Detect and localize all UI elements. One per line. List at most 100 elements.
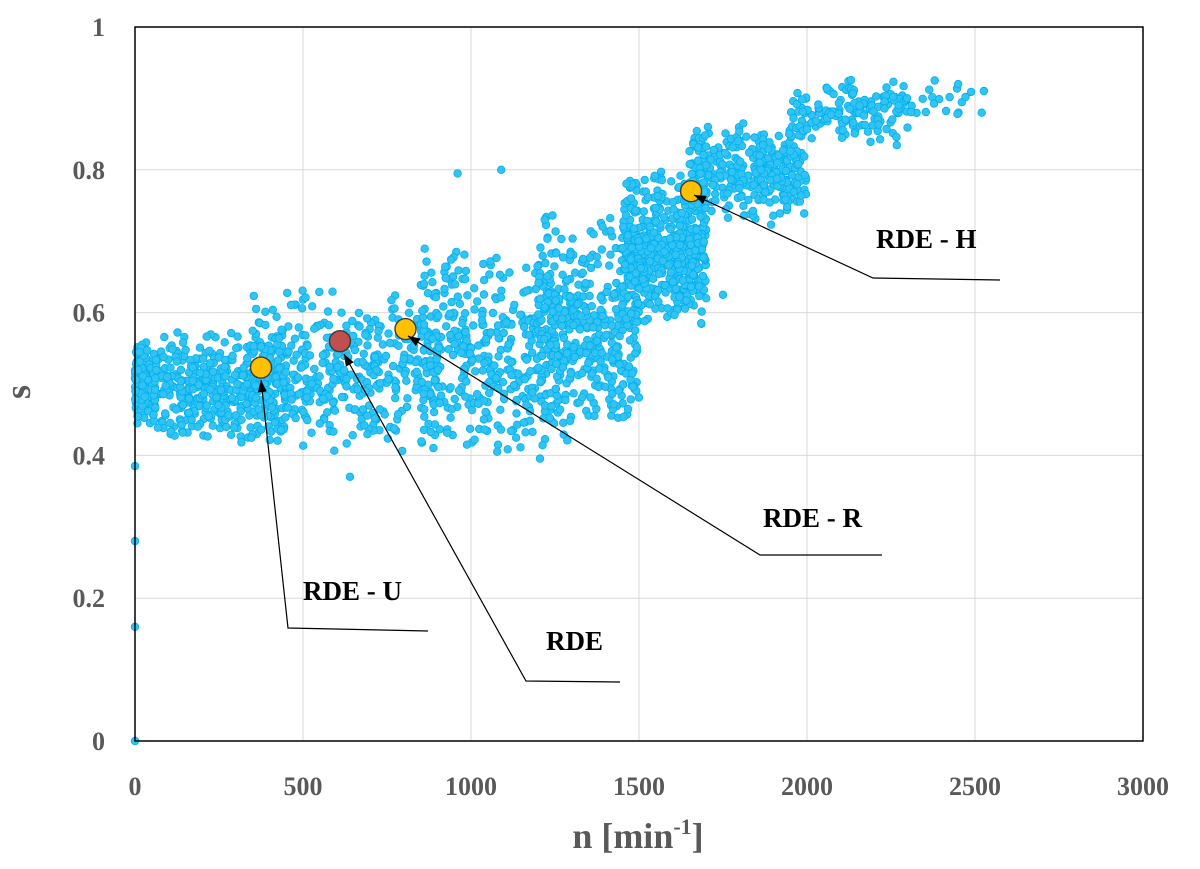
scatter-point xyxy=(448,272,458,281)
scatter-point xyxy=(315,287,324,297)
scatter-point xyxy=(420,412,429,421)
scatter-point xyxy=(173,328,182,337)
scatter-point xyxy=(693,156,703,165)
scatter-point xyxy=(845,104,854,113)
scatter-point xyxy=(402,402,412,412)
scatter-point xyxy=(140,392,150,401)
scatter-point xyxy=(798,95,807,104)
scatter-point xyxy=(685,159,694,169)
scatter-point xyxy=(465,424,475,433)
scatter-point xyxy=(522,400,531,409)
scatter-point xyxy=(522,263,531,272)
scatter-point xyxy=(598,311,607,321)
scatter-point xyxy=(615,360,624,369)
scatter-point xyxy=(648,274,658,283)
scatter-point xyxy=(827,110,836,119)
scatter-point xyxy=(228,351,237,360)
scatter-point xyxy=(565,416,575,426)
scatter-point xyxy=(649,228,659,237)
scatter-point xyxy=(607,321,616,330)
scatter-point xyxy=(133,412,143,421)
scatter-point xyxy=(229,423,239,432)
scatter-point xyxy=(618,380,627,389)
scatter-point xyxy=(626,194,636,203)
scatter-point xyxy=(701,142,711,151)
scatter-point xyxy=(479,259,488,269)
scatter-point xyxy=(584,358,593,368)
scatter-point xyxy=(302,393,311,402)
scatter-point xyxy=(495,270,505,279)
scatter-point xyxy=(577,369,587,378)
scatter-point xyxy=(822,83,832,93)
scatter-point xyxy=(794,159,803,169)
scatter-point xyxy=(697,307,706,316)
scatter-point xyxy=(150,385,160,394)
scatter-point xyxy=(497,165,506,174)
scatter-point xyxy=(892,132,901,142)
scatter-point xyxy=(592,252,601,261)
scatter-point xyxy=(194,380,203,389)
scatter-point xyxy=(645,222,654,231)
scatter-point xyxy=(643,193,653,202)
scatter-point xyxy=(251,304,261,314)
scatter-point xyxy=(634,284,644,293)
scatter-point xyxy=(892,140,901,150)
scatter-point xyxy=(318,350,328,360)
scatter-point xyxy=(261,307,270,316)
scatter-point xyxy=(479,415,488,424)
scatter-point xyxy=(202,332,211,341)
scatter-point xyxy=(493,321,503,330)
scatter-point xyxy=(474,341,483,350)
scatter-point xyxy=(323,408,332,417)
scatter-point xyxy=(231,411,240,420)
scatter-point xyxy=(453,169,462,178)
scatter-point xyxy=(700,131,710,140)
scatter-point xyxy=(540,303,549,312)
scatter-point xyxy=(440,284,449,294)
scatter-point xyxy=(592,336,602,346)
scatter-point xyxy=(778,146,788,155)
scatter-point xyxy=(793,88,802,98)
scatter-point xyxy=(342,374,351,383)
scatter-point xyxy=(457,348,466,357)
scatter-point xyxy=(490,361,499,370)
scatter-point xyxy=(431,293,441,302)
scatter-point xyxy=(474,399,483,408)
scatter-point xyxy=(654,297,663,306)
plot-area-border xyxy=(134,26,1144,742)
scatter-point xyxy=(668,277,678,287)
scatter-point xyxy=(750,133,759,142)
callout-rde-r: RDE - R xyxy=(407,335,882,556)
scatter-point xyxy=(370,414,379,423)
scatter-point xyxy=(472,390,482,399)
scatter-point xyxy=(354,308,364,318)
scatter-point xyxy=(565,292,575,302)
callout-rde-u: RDE - U xyxy=(260,379,429,632)
scatter-point xyxy=(789,187,798,196)
scatter-point xyxy=(149,410,158,419)
scatter-point xyxy=(638,275,648,284)
scatter-point xyxy=(574,280,583,289)
scatter-point xyxy=(429,407,439,417)
scatter-point xyxy=(222,422,231,432)
scatter-point xyxy=(874,120,883,129)
scatter-point xyxy=(545,413,554,422)
scatter-point xyxy=(570,352,579,362)
scatter-point xyxy=(159,352,168,362)
scatter-point xyxy=(563,349,572,358)
scatter-point xyxy=(460,309,470,318)
scatter-point xyxy=(420,405,429,414)
scatter-point xyxy=(727,167,737,177)
scatter-point xyxy=(430,375,439,385)
scatter-point xyxy=(272,312,281,321)
scatter-point xyxy=(889,77,898,86)
scatter-point xyxy=(328,287,337,296)
scatter-point xyxy=(290,334,300,343)
scatter-point xyxy=(691,246,700,255)
scatter-point xyxy=(612,343,621,352)
x-axis-title: n [min-1] xyxy=(572,814,703,856)
scatter-point xyxy=(789,113,798,123)
scatter-point xyxy=(345,472,355,481)
scatter-point xyxy=(496,425,506,434)
scatter-point xyxy=(563,436,572,445)
